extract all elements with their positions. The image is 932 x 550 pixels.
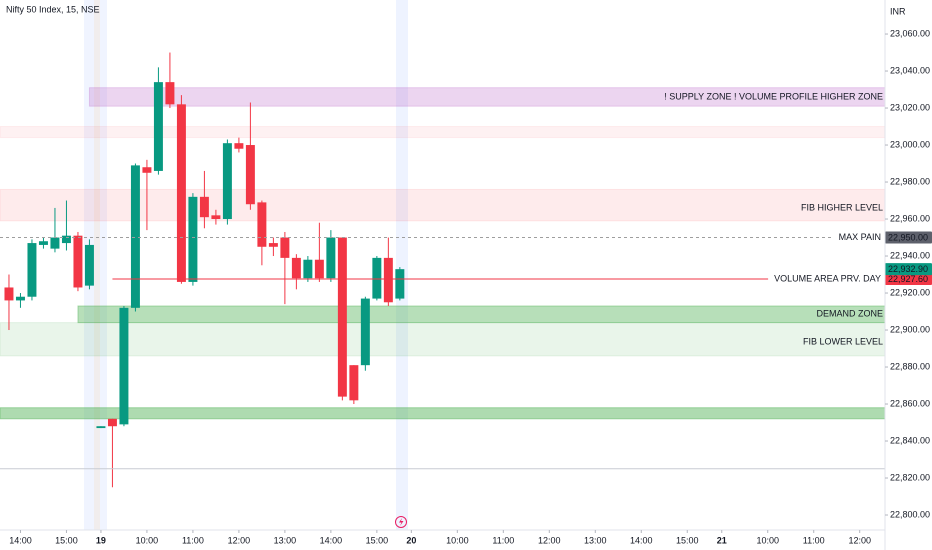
candle-body <box>291 257 301 279</box>
candle-body <box>326 237 336 279</box>
x-tick-label: 10:00 <box>446 535 469 545</box>
candle-body <box>27 243 37 297</box>
x-tick-label: 11:00 <box>182 535 204 545</box>
x-tick-label: 15:00 <box>676 535 699 545</box>
y-tick-label: 22,980.00 <box>890 176 930 186</box>
y-tick-label: 22,840.00 <box>890 435 930 445</box>
x-tick-label: 12:00 <box>848 535 871 545</box>
zone <box>0 126 886 139</box>
x-tick-label: 19 <box>96 535 106 545</box>
y-tick-label: 22,880.00 <box>890 361 930 371</box>
x-tick-label: 21 <box>717 535 727 545</box>
x-tick-label: 14:00 <box>9 535 32 545</box>
candle-body <box>280 237 290 258</box>
candle-body <box>234 143 244 149</box>
y-tick-label: 23,040.00 <box>890 65 930 75</box>
candle-body <box>38 241 48 245</box>
candle-body <box>50 237 60 249</box>
x-tick-label: 11:00 <box>492 535 514 545</box>
price-tag-label: 22,932.90 <box>888 264 928 274</box>
candle-body <box>337 237 347 397</box>
y-tick-label: 22,820.00 <box>890 472 930 482</box>
x-tick-label: 12:00 <box>228 535 251 545</box>
candle-body <box>119 307 129 425</box>
candle-body <box>153 82 163 171</box>
zone-label: DEMAND ZONE <box>816 309 883 319</box>
candle-body <box>383 257 393 303</box>
currency: INR <box>890 6 906 16</box>
y-tick-label: 23,020.00 <box>890 102 930 112</box>
y-tick-label: 22,940.00 <box>890 250 930 260</box>
zone <box>0 407 886 420</box>
candle-body <box>395 269 405 299</box>
y-tick-label: 22,860.00 <box>890 398 930 408</box>
x-tick-label: 11:00 <box>803 535 825 545</box>
candle-body <box>73 235 83 288</box>
x-tick-label: 13:00 <box>584 535 607 545</box>
y-tick-label: 22,920.00 <box>890 287 930 297</box>
y-tick-label: 22,960.00 <box>890 213 930 223</box>
candle-body <box>222 143 232 220</box>
x-tick-label: 13:00 <box>274 535 297 545</box>
price-tag <box>885 272 932 285</box>
candle-body <box>314 259 324 279</box>
zone-label: FIB LOWER LEVEL <box>803 337 883 347</box>
x-tick-label: 20 <box>406 535 416 545</box>
line-label: MAX PAIN <box>839 232 881 242</box>
zone-label: FIB HIGHER LEVEL <box>801 203 883 213</box>
x-tick-label: 10:00 <box>136 535 159 545</box>
zone-label: ! SUPPLY ZONE ! VOLUME PROFILE HIGHER ZO… <box>664 91 883 101</box>
x-tick-label: 10:00 <box>756 535 779 545</box>
candle-body <box>84 244 94 286</box>
candle-body <box>372 257 382 299</box>
candle-body <box>268 243 278 247</box>
line-label: VOLUME AREA PRV. DAY <box>774 273 881 283</box>
session-highlight <box>396 0 408 530</box>
event-icon[interactable] <box>395 516 407 528</box>
candle-body <box>96 426 106 429</box>
session-highlight <box>84 0 107 530</box>
y-tick-label: 23,060.00 <box>890 28 930 38</box>
candle-body <box>176 104 186 282</box>
x-tick-label: 14:00 <box>320 535 343 545</box>
candle-body <box>142 167 152 173</box>
chart-title: Nifty 50 Index, 15, NSE <box>6 4 100 14</box>
candle-body <box>4 287 14 301</box>
x-tick-label: 15:00 <box>55 535 78 545</box>
candles <box>4 52 405 488</box>
candle-body <box>130 165 140 308</box>
price-tag-label: 22,927.60 <box>888 274 928 284</box>
price-tag <box>885 231 932 244</box>
candle-body <box>303 259 313 279</box>
candle-body <box>15 296 25 301</box>
price-tag <box>885 263 932 276</box>
candle-body <box>199 196 209 218</box>
candle-body <box>188 196 198 282</box>
y-tick-label: 22,900.00 <box>890 324 930 334</box>
candle-body <box>257 202 267 247</box>
price-tag-label: 22,950.00 <box>888 232 928 242</box>
candle-body <box>211 215 221 220</box>
overlay: MAX PAIN 22,950.00 VOLUME AREA PRV. DAY 22,… <box>0 231 932 470</box>
event-icon-bolt <box>399 518 404 526</box>
candle-body <box>349 365 359 401</box>
zone <box>77 305 886 324</box>
candle-body <box>107 418 117 427</box>
y-tick-label: 22,800.00 <box>890 509 930 519</box>
x-tick-label: 14:00 <box>630 535 653 545</box>
x-tick-label: 12:00 <box>538 535 561 545</box>
candle-body <box>61 235 71 244</box>
zone <box>0 322 886 357</box>
y-tick-label: 23,000.00 <box>890 139 930 149</box>
candle-body <box>245 145 255 205</box>
x-tick-label: 15:00 <box>366 535 389 545</box>
candle-body <box>360 298 370 366</box>
session-highlight <box>94 0 100 530</box>
candle-body <box>165 82 175 105</box>
